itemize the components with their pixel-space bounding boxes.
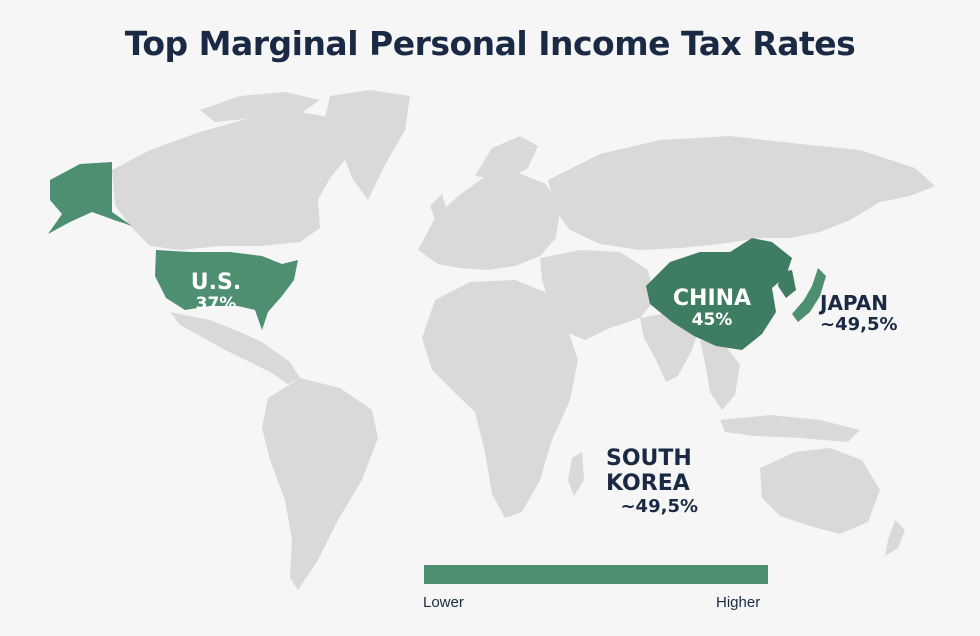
land-masses (112, 90, 935, 590)
japan-shape (792, 268, 826, 322)
us-label: U.S. 37% (176, 270, 256, 315)
legend-high-label: Higher (716, 594, 761, 611)
scandinavia-shape (475, 136, 538, 180)
japan-rate: ~49,5% (820, 314, 898, 335)
map-title: Top Marginal Personal Income Tax Rates (124, 24, 856, 63)
australia-shape (760, 448, 880, 534)
arctic-islands-shape (200, 92, 320, 122)
japan-label: JAPAN ~49,5% (820, 292, 898, 336)
southeast-asia-shape (700, 340, 740, 410)
uk-shape (430, 194, 448, 228)
china-label: CHINA 45% (662, 286, 762, 331)
korea-shape (778, 270, 796, 298)
us-rate: 37% (195, 294, 237, 315)
alaska-shape (48, 162, 132, 234)
highlighted-countries (48, 162, 826, 350)
south-korea-label: SOUTH KOREA ~49,5% (606, 446, 698, 517)
russia-shape (548, 136, 935, 250)
legend-gradient-bar (424, 565, 768, 584)
africa-shape (422, 280, 578, 518)
greenland-shape (325, 90, 410, 200)
legend-low-label: Lower (423, 594, 464, 611)
us-shape (155, 250, 298, 330)
new-zealand-shape (885, 520, 905, 556)
south-america-shape (262, 378, 378, 590)
mexico-shape (170, 312, 300, 384)
south-korea-name-2: KOREA (606, 471, 690, 497)
indonesia-shape (720, 415, 860, 442)
china-rate: 45% (691, 310, 733, 331)
canada-shape (112, 112, 360, 250)
middle-east-shape (540, 250, 655, 340)
europe-shape (418, 172, 560, 270)
us-name: U.S. (190, 270, 242, 295)
japan-name: JAPAN (820, 291, 888, 315)
south-korea-rate: ~49,5% (620, 495, 698, 517)
madagascar-shape (568, 452, 584, 496)
south-korea-name-1: SOUTH (606, 446, 692, 471)
china-name: CHINA (672, 286, 752, 311)
china-shape (646, 238, 792, 350)
